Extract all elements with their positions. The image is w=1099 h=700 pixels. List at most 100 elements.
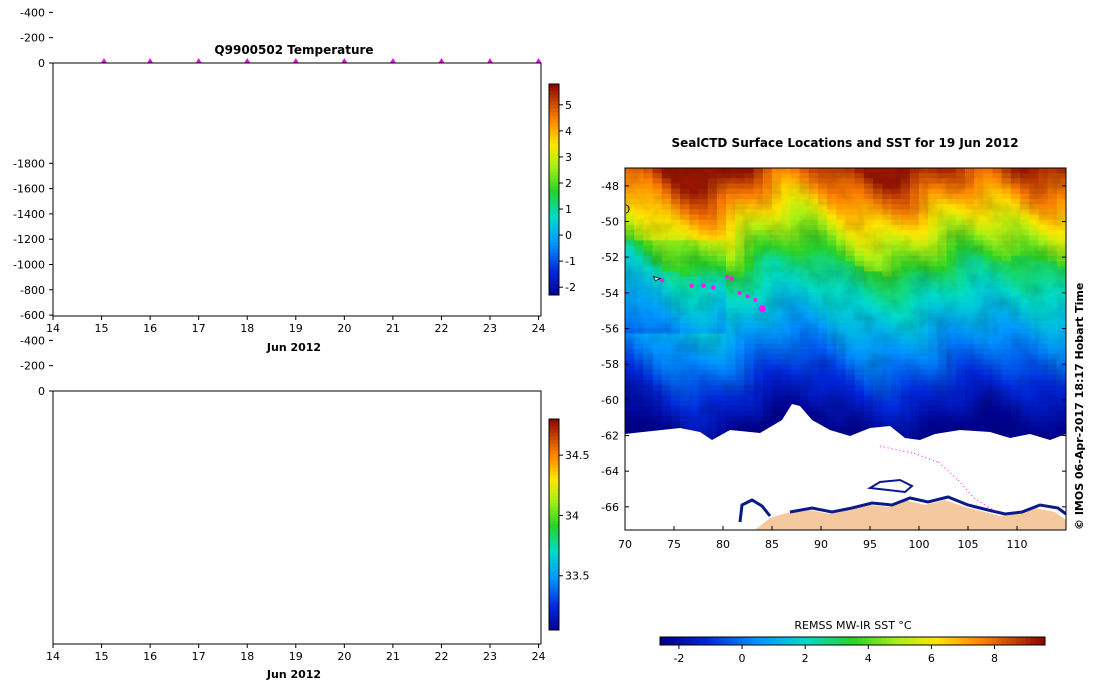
colorbar-swatch: [549, 517, 559, 522]
colorbar-swatch: [549, 419, 559, 424]
colorbar-swatch: [549, 482, 559, 487]
colorbar-swatch: [549, 570, 559, 575]
colorbar-swatch: [549, 210, 559, 215]
x-tick-label: 20: [337, 322, 351, 335]
colorbar-swatch: [549, 164, 559, 169]
colorbar-swatch: [549, 528, 559, 533]
colorbar-swatch: [549, 577, 559, 582]
x-tick-label: 20: [337, 650, 351, 663]
colorbar-swatch: [549, 552, 559, 557]
colorbar-swatch: [549, 545, 559, 550]
colorbar-swatch: [549, 221, 559, 226]
colorbar-swatch: [549, 115, 559, 120]
colorbar-swatch: [549, 440, 559, 445]
x-tick-label: 21: [386, 322, 400, 335]
colorbar-swatch: [549, 94, 559, 99]
colorbar-swatch: [549, 112, 559, 117]
colorbar-swatch: [549, 136, 559, 141]
colorbar-swatch: [549, 189, 559, 194]
colorbar-swatch: [549, 608, 559, 613]
y-tick-label: -400: [20, 334, 45, 347]
colorbar-swatch: [549, 203, 559, 208]
colorbar-swatch: [549, 499, 559, 504]
profile-markers: [100, 58, 542, 63]
colorbar-swatch: [549, 464, 559, 469]
colorbar-swatch: [549, 291, 559, 296]
colorbar-swatch: [549, 140, 559, 145]
colorbar-swatch: [549, 429, 559, 434]
colorbar-swatch: [549, 126, 559, 131]
x-tick-label: 23: [483, 322, 497, 335]
colorbar-swatch: [549, 242, 559, 247]
colorbar-swatch: [549, 270, 559, 275]
colorbar-frame: [548, 83, 560, 296]
colorbar-swatch: [549, 619, 559, 624]
sst-map-title: SealCTD Surface Locations and SST for 19…: [671, 136, 1018, 150]
colorbar-swatch: [549, 475, 559, 480]
profile-marker: [389, 58, 396, 63]
colorbar-tick-label: -2: [565, 281, 576, 294]
colorbar-swatch: [549, 478, 559, 483]
colorbar-swatch: [549, 587, 559, 592]
profile-marker: [244, 58, 251, 63]
colorbar-swatch: [549, 524, 559, 529]
colorbar-swatch: [549, 245, 559, 250]
colorbar-swatch: [549, 129, 559, 134]
y-tick-label: -1800: [13, 157, 45, 170]
colorbar-swatch: [549, 84, 559, 89]
colorbar-swatch: [549, 447, 559, 452]
colorbar-tick-label: 34: [565, 509, 579, 522]
x-tick-label: 15: [95, 322, 109, 335]
y-tick-label: 0: [38, 57, 45, 70]
colorbar-swatch: [549, 119, 559, 124]
colorbar-swatch: [549, 510, 559, 515]
colorbar-swatch: [549, 157, 559, 162]
colorbar-tick-label: 1: [565, 203, 572, 216]
colorbar-swatch: [549, 256, 559, 261]
colorbar-swatch: [549, 503, 559, 508]
colorbar-swatch: [549, 284, 559, 289]
y-tick-label: -1200: [13, 233, 45, 246]
colorbar-swatch: [549, 161, 559, 166]
colorbar-swatch: [549, 224, 559, 229]
salinity-panel: 0-200-400-600-800-1000-1200-1400-1600-18…: [13, 157, 589, 681]
colorbar-swatch: [549, 280, 559, 285]
x-tick-label: 18: [240, 650, 254, 663]
x-tick-label: 15: [95, 650, 109, 663]
profile-marker: [535, 58, 542, 63]
sst-field: [625, 168, 1066, 530]
colorbar-swatch: [549, 207, 559, 212]
colorbar-swatch: [549, 559, 559, 564]
colorbar-swatch: [549, 601, 559, 606]
colorbar-swatch: [549, 492, 559, 497]
salinity-y-axis: 0 -200 -400 -600 -800 -1000 -1200 -1400 -1600 -18…: [13, 157, 53, 398]
colorbar-swatch: [549, 556, 559, 561]
colorbar-swatch: [549, 185, 559, 190]
x-tick-label: 16: [143, 322, 157, 335]
temperature-y-axis: 0-200-400-600-800-1000-1200-1400-1600-18…: [20, 6, 53, 70]
x-tick-label: 14: [46, 650, 60, 663]
colorbar-swatch: [549, 193, 559, 198]
colorbar-swatch: [549, 231, 559, 236]
profile-marker: [341, 58, 348, 63]
colorbar-swatch: [549, 277, 559, 282]
profile-marker: [487, 58, 494, 63]
x-tick-label: 22: [434, 650, 448, 663]
colorbar-swatch: [549, 594, 559, 599]
colorbar-swatch: [549, 598, 559, 603]
colorbar-swatch: [549, 615, 559, 620]
x-tick-label: 24: [532, 650, 546, 663]
colorbar-swatch: [549, 182, 559, 187]
profile-marker: [438, 58, 445, 63]
colorbar-swatch: [549, 443, 559, 448]
colorbar-swatch: [549, 178, 559, 183]
colorbar-swatch: [549, 252, 559, 257]
colorbar-swatch: [549, 171, 559, 176]
colorbar-tick-label: 34.5: [565, 449, 590, 462]
colorbar-swatch: [549, 175, 559, 180]
colorbar-swatch: [549, 98, 559, 103]
colorbar-swatch: [549, 496, 559, 501]
colorbar-swatch: [549, 214, 559, 219]
profile-marker: [100, 58, 107, 63]
colorbar-swatch: [549, 471, 559, 476]
